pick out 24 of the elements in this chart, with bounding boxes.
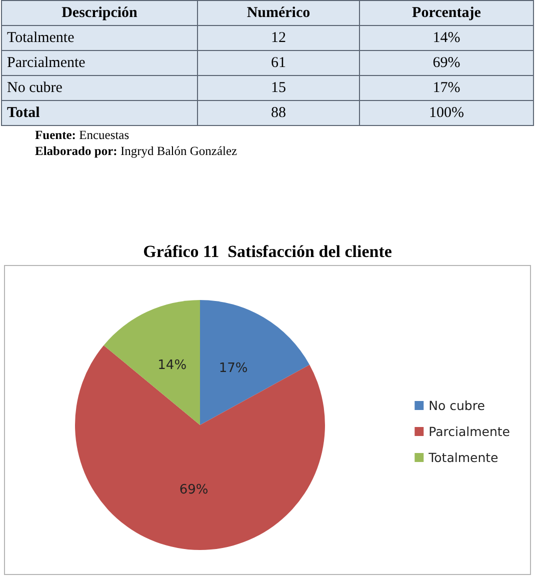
data-label: 12 xyxy=(198,26,360,50)
data-label: 69% xyxy=(179,482,208,498)
legend-label: Parcialmente xyxy=(428,424,510,439)
category-label: Totalmente xyxy=(2,26,198,50)
legend-label: No cubre xyxy=(428,398,486,413)
category-label: Total xyxy=(2,100,198,126)
category-label: Parcialmente xyxy=(2,50,198,76)
source-note: Fuente: Encuestas xyxy=(35,128,130,143)
series-label: Numérico xyxy=(198,0,360,26)
data-label: 100% xyxy=(359,100,534,126)
data-label: 61 xyxy=(198,50,360,76)
text: Porcentaje xyxy=(359,0,534,26)
data-label: 17% xyxy=(218,361,248,376)
text: Descripción xyxy=(2,0,198,26)
category-label: No cubre xyxy=(2,76,198,100)
data-label: 14% xyxy=(359,26,534,50)
data-label: 17% xyxy=(359,76,534,100)
data-label: 14% xyxy=(158,358,187,374)
text: Elaborado por: Ingryd Balón González xyxy=(35,144,238,159)
legend-label: Totalmente xyxy=(428,450,499,465)
data-label: 69% xyxy=(359,50,534,76)
data-label: 15 xyxy=(198,76,360,100)
data-label: 88 xyxy=(198,100,360,126)
chart-title: Gráfico 11 Satisfacción del cliente xyxy=(143,242,392,261)
